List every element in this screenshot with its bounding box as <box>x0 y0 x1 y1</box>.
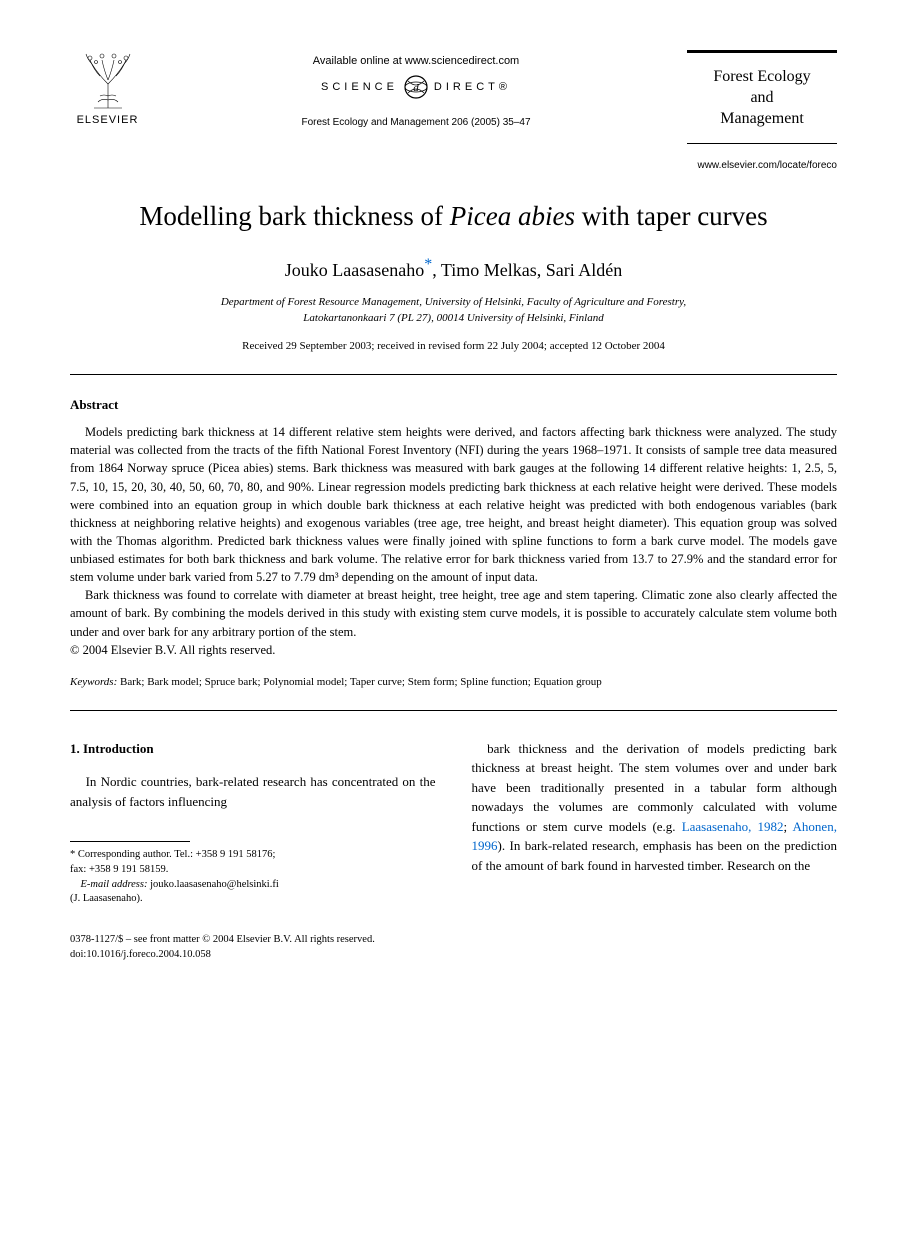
journal-title: Forest Ecology and Management <box>687 67 837 129</box>
affiliation: Department of Forest Resource Management… <box>70 295 837 326</box>
abstract-heading: Abstract <box>70 397 837 413</box>
footnote-fax: fax: +358 9 191 58159. <box>70 863 436 878</box>
header-row: ELSEVIER Available online at www.science… <box>70 50 837 144</box>
sd-left: SCIENCE <box>321 81 398 93</box>
keywords-line: Keywords: Bark; Bark model; Spruce bark;… <box>70 676 837 688</box>
article-title: Modelling bark thickness of Picea abies … <box>70 201 837 232</box>
footnote-email-line: E-mail address: jouko.laasasenaho@helsin… <box>70 878 436 893</box>
title-post: with taper curves <box>575 201 768 231</box>
affil-l1: Department of Forest Resource Management… <box>221 296 686 308</box>
bottom-line2: doi:10.1016/j.foreco.2004.10.058 <box>70 948 837 963</box>
authors-rest: , Timo Melkas, Sari Aldén <box>432 260 622 280</box>
citation-text: Forest Ecology and Management 206 (2005)… <box>145 117 687 128</box>
two-column-body: 1. Introduction In Nordic countries, bar… <box>70 739 837 907</box>
copyright: © 2004 Elsevier B.V. All rights reserved… <box>70 643 837 658</box>
bottom-line1: 0378-1127/$ – see front matter © 2004 El… <box>70 933 837 948</box>
rule-top <box>70 374 837 375</box>
journal-box: Forest Ecology and Management <box>687 50 837 144</box>
title-pre: Modelling bark thickness of <box>139 201 449 231</box>
science-direct-logo: SCIENCE d DIRECT® <box>321 75 511 99</box>
author-1: Jouko Laasasenaho <box>285 260 424 280</box>
footnote-rule <box>70 841 190 842</box>
footnote-corr: * Corresponding author. Tel.: +358 9 191… <box>70 848 436 863</box>
right-sep: ; <box>784 819 793 834</box>
abstract-p1: Models predicting bark thickness at 14 d… <box>70 423 837 586</box>
elsevier-tree-icon <box>78 50 138 110</box>
publisher-name: ELSEVIER <box>77 114 139 126</box>
available-online-text: Available online at www.sciencedirect.co… <box>145 55 687 67</box>
svg-text:d: d <box>413 82 419 94</box>
intro-right-p: bark thickness and the derivation of mod… <box>472 739 838 876</box>
affil-l2: Latokartanonkaari 7 (PL 27), 00014 Unive… <box>303 312 603 324</box>
right-column: bark thickness and the derivation of mod… <box>472 739 838 907</box>
journal-title-l2: and <box>750 89 773 106</box>
keywords-text: Bark; Bark model; Spruce bark; Polynomia… <box>117 676 601 688</box>
rule-bottom <box>70 710 837 711</box>
intro-heading: 1. Introduction <box>70 739 436 759</box>
right-post: ). In bark-related research, emphasis ha… <box>472 838 838 873</box>
journal-title-l3: Management <box>720 110 804 127</box>
keywords-label: Keywords: <box>70 676 117 688</box>
footnote-email-name: (J. Laasasenaho). <box>70 892 436 907</box>
journal-title-l1: Forest Ecology <box>713 68 810 85</box>
sciencedirect-icon: d <box>404 75 428 99</box>
authors: Jouko Laasasenaho*, Timo Melkas, Sari Al… <box>70 256 837 281</box>
intro-left-p: In Nordic countries, bark-related resear… <box>70 772 436 811</box>
abstract-p2: Bark thickness was found to correlate wi… <box>70 586 837 640</box>
center-header: Available online at www.sciencedirect.co… <box>145 50 687 128</box>
ref-link-1[interactable]: Laasasenaho, 1982 <box>682 819 784 834</box>
article-dates: Received 29 September 2003; received in … <box>70 340 837 352</box>
page-container: ELSEVIER Available online at www.science… <box>0 0 907 1002</box>
journal-url: www.elsevier.com/locate/foreco <box>70 160 837 171</box>
bottom-info: 0378-1127/$ – see front matter © 2004 El… <box>70 933 837 962</box>
email-value: jouko.laasasenaho@helsinki.fi <box>147 879 278 890</box>
email-label: E-mail address: <box>81 879 148 890</box>
title-italic: Picea abies <box>450 201 575 231</box>
sd-right: DIRECT® <box>434 81 511 93</box>
publisher-logo: ELSEVIER <box>70 50 145 135</box>
left-column: 1. Introduction In Nordic countries, bar… <box>70 739 436 907</box>
abstract-body: Models predicting bark thickness at 14 d… <box>70 423 837 641</box>
footnotes: * Corresponding author. Tel.: +358 9 191… <box>70 848 436 907</box>
